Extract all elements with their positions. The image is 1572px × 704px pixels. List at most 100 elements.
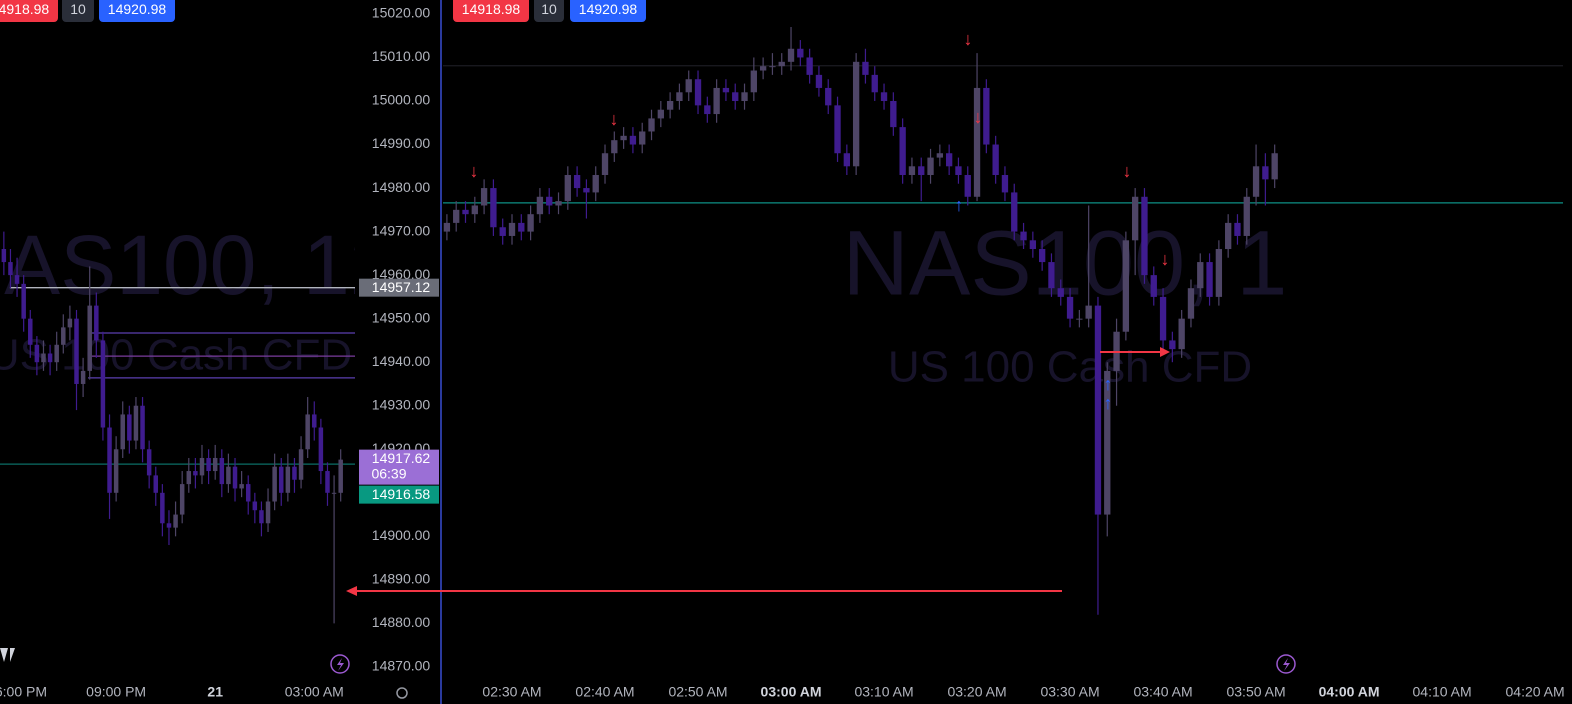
candle-body: [825, 87, 832, 106]
candle-body: [927, 157, 934, 176]
alert-icon-bolt: [1283, 658, 1290, 671]
alert-icon[interactable]: [1276, 654, 1296, 674]
buy-button[interactable]: 14920.98: [570, 0, 646, 22]
candle-body: [741, 92, 748, 101]
x-tick-label: 21: [207, 684, 223, 700]
candle-body: [245, 484, 251, 502]
buy-button[interactable]: 14920.98: [99, 0, 175, 22]
candle-body: [239, 484, 244, 489]
candle-body: [759, 66, 767, 71]
candle-body: [41, 353, 46, 363]
y-tick-label: 15010.00: [372, 48, 431, 64]
candle-body: [480, 188, 488, 206]
candle-body: [100, 340, 106, 428]
candle-body: [992, 144, 999, 176]
candle-body: [834, 105, 841, 154]
candle-body: [8, 262, 13, 276]
candle-body: [94, 305, 99, 341]
candle-body: [871, 74, 878, 93]
candle-body: [629, 135, 637, 145]
y-tick-label: 15000.00: [372, 92, 431, 108]
price-label: 14917.62: [372, 450, 431, 466]
candle-body: [265, 501, 271, 524]
candle-body: [797, 48, 804, 58]
x-tick-label: 04:00 AM: [1319, 684, 1380, 700]
candle-body: [1085, 305, 1092, 319]
watermark-title: NAS100, 1: [843, 212, 1288, 314]
candle-body: [285, 466, 291, 493]
candle-body: [87, 305, 92, 371]
candle-body: [1252, 166, 1260, 197]
candle-body: [67, 318, 73, 328]
candle-body: [80, 370, 86, 384]
y-tick-label: 15020.00: [372, 5, 431, 21]
candle-body: [908, 166, 916, 176]
settings-icon[interactable]: [396, 687, 408, 699]
y-tick-label: 14930.00: [372, 396, 431, 412]
left-watermark: NAS100, 12 US 100 Cash CFD: [0, 218, 396, 379]
candle-body: [107, 427, 112, 493]
quantity[interactable]: 10: [534, 0, 564, 22]
candle-body: [305, 414, 310, 450]
price-label: 14957.12: [372, 279, 431, 295]
candle-body: [127, 414, 132, 441]
sell-button[interactable]: 14918.98: [453, 0, 529, 22]
candle-body: [685, 79, 692, 93]
candle-body: [21, 283, 26, 319]
candle-body: [331, 492, 337, 494]
candle-body: [601, 153, 609, 176]
candle-body: [462, 209, 469, 215]
candle-body: [899, 127, 906, 176]
sell-signal: ↓: [610, 109, 619, 129]
candle-body: [518, 222, 525, 232]
candle-body: [1187, 288, 1195, 319]
candle-body: [140, 405, 145, 450]
candle-body: [1271, 153, 1278, 180]
buy-signal: ↑: [1104, 393, 1113, 413]
candle-body: [173, 514, 178, 528]
candle-body: [318, 427, 324, 472]
candle-body: [639, 131, 646, 145]
watermark-title: NAS100, 12: [0, 218, 396, 312]
candle-body: [219, 457, 225, 485]
y-tick-label: 14940.00: [372, 353, 431, 369]
candle-body: [212, 457, 218, 472]
candle-body: [1122, 240, 1130, 332]
candle-body: [1262, 166, 1269, 180]
arrow-head: [1160, 347, 1170, 357]
candle-body: [1234, 222, 1241, 236]
candle-body: [732, 92, 739, 101]
candle-body: [555, 201, 562, 206]
x-tick-label: 03:20 AM: [947, 684, 1006, 700]
candle-body: [1066, 296, 1074, 319]
candle-body: [160, 492, 165, 524]
right-watermark: NAS100, 1 US 100 Cash CFD: [843, 212, 1288, 391]
candle-body: [193, 471, 198, 476]
candle-body: [843, 153, 850, 167]
x-tick-label: 04:10 AM: [1413, 684, 1472, 700]
candle-body: [453, 209, 460, 223]
candle-body: [657, 109, 664, 119]
alert-icon[interactable]: [330, 654, 350, 674]
candle-body: [862, 61, 869, 75]
sell-signal: ↓: [964, 29, 973, 49]
price-label-box: [359, 278, 439, 297]
candle-body: [471, 205, 478, 215]
candle-body: [945, 153, 953, 167]
candle-body: [1141, 196, 1148, 276]
candle-body: [199, 457, 205, 476]
sell-button[interactable]: 14918.98: [0, 0, 58, 22]
candle-body: [1169, 340, 1176, 350]
logo: [0, 648, 15, 662]
sell-signal: ↓: [1123, 161, 1132, 181]
candle-body: [166, 523, 172, 528]
candle-body: [955, 166, 962, 176]
sell-signal: ↓: [1161, 249, 1170, 269]
countdown: 06:39: [371, 465, 406, 481]
candle-body: [1001, 175, 1009, 193]
candle-body: [28, 318, 33, 345]
candle-body: [292, 466, 297, 480]
candle-body: [1057, 288, 1064, 297]
quantity[interactable]: 10: [62, 0, 94, 22]
